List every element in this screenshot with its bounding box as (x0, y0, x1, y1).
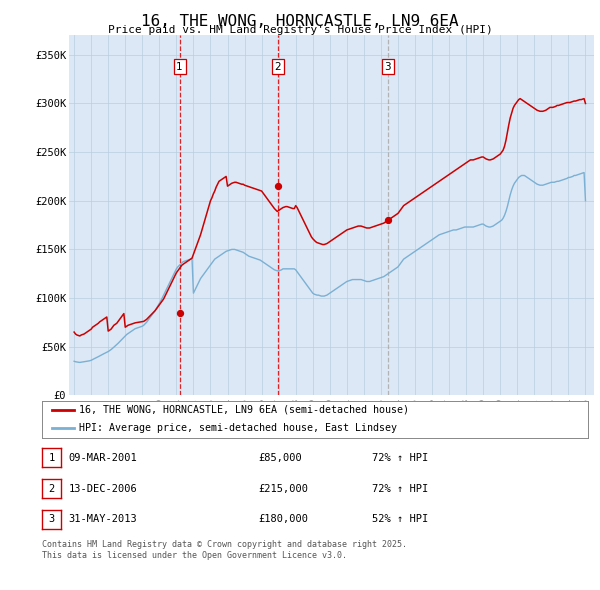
Text: 16, THE WONG, HORNCASTLE, LN9 6EA (semi-detached house): 16, THE WONG, HORNCASTLE, LN9 6EA (semi-… (79, 405, 409, 415)
Text: 52% ↑ HPI: 52% ↑ HPI (372, 514, 428, 524)
Text: HPI: Average price, semi-detached house, East Lindsey: HPI: Average price, semi-detached house,… (79, 424, 397, 434)
Point (383, 215, 393, 225)
Text: 13-DEC-2006: 13-DEC-2006 (68, 484, 137, 493)
Text: £180,000: £180,000 (258, 514, 308, 524)
Text: 31-MAY-2013: 31-MAY-2013 (68, 514, 137, 524)
Text: 72% ↑ HPI: 72% ↑ HPI (372, 453, 428, 463)
Text: 16, THE WONG, HORNCASTLE, LN9 6EA: 16, THE WONG, HORNCASTLE, LN9 6EA (141, 14, 459, 28)
Text: 1: 1 (49, 453, 55, 463)
Text: £215,000: £215,000 (258, 484, 308, 493)
Text: 3: 3 (49, 514, 55, 524)
Text: Contains HM Land Registry data © Crown copyright and database right 2025.
This d: Contains HM Land Registry data © Crown c… (42, 540, 407, 560)
Text: 1: 1 (176, 61, 183, 71)
Text: 2: 2 (274, 61, 281, 71)
Text: 3: 3 (385, 61, 391, 71)
Text: Price paid vs. HM Land Registry's House Price Index (HPI): Price paid vs. HM Land Registry's House … (107, 25, 493, 35)
Text: 72% ↑ HPI: 72% ↑ HPI (372, 484, 428, 493)
Point (175, 308, 184, 317)
Text: 2: 2 (49, 484, 55, 493)
Point (273, 182, 283, 191)
Text: 09-MAR-2001: 09-MAR-2001 (68, 453, 137, 463)
Text: £85,000: £85,000 (258, 453, 302, 463)
